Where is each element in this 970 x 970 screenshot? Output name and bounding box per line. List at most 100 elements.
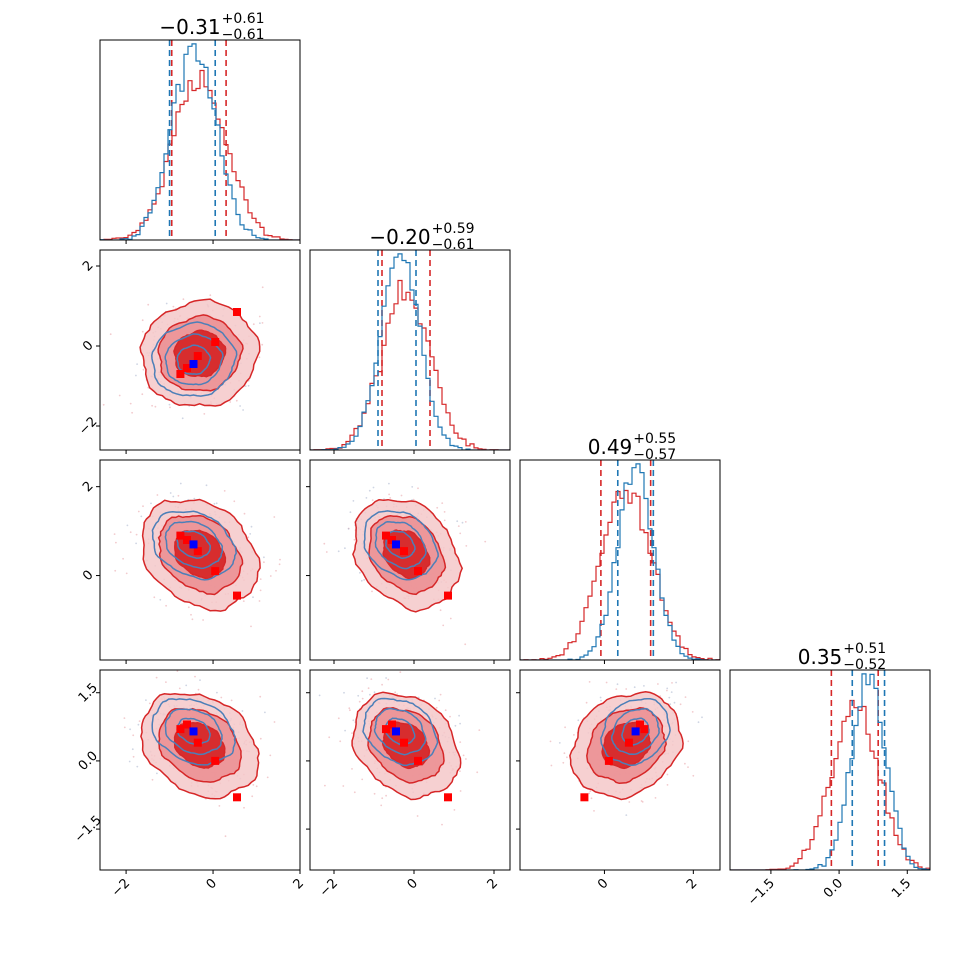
scatter-point — [459, 532, 462, 535]
scatter-point — [203, 413, 206, 415]
histogram-line-sample-A — [310, 279, 510, 450]
scatter-point — [135, 374, 137, 377]
scatter-point — [344, 729, 346, 732]
scatter-point — [273, 721, 276, 723]
scatter-point — [258, 600, 261, 602]
panel-frame — [309, 459, 511, 661]
panel-title-minus-0: −0.61 — [222, 27, 265, 43]
scatter-point — [323, 542, 326, 545]
scatter-point — [349, 511, 352, 514]
scatter-point — [215, 502, 218, 505]
scatter-point — [194, 675, 196, 678]
panel-title-2: 0.49 — [588, 435, 633, 459]
truth-marker-red — [176, 725, 185, 734]
scatter-point — [394, 691, 397, 694]
scatter-point — [351, 768, 353, 770]
scatter-point — [264, 711, 266, 714]
scatter-point — [444, 709, 447, 712]
scatter-point — [353, 791, 356, 794]
scatter-point — [589, 790, 592, 793]
scatter-point — [193, 497, 196, 500]
scatter-point — [363, 579, 365, 581]
scatter-point — [266, 776, 269, 779]
scatter-point — [337, 717, 340, 720]
panel-title-0: −0.31 — [159, 15, 220, 39]
scatter-point — [263, 561, 265, 564]
scatter-point — [132, 734, 135, 737]
scatter-point — [625, 688, 628, 690]
scatter-point — [566, 756, 568, 759]
scatter-point — [151, 404, 154, 407]
blue-contour-level-3 — [620, 717, 650, 746]
scatter-point — [209, 294, 212, 297]
scatter-point — [129, 531, 132, 534]
scatter-point — [141, 393, 144, 396]
scatter-point — [118, 394, 121, 397]
scatter-point — [258, 315, 261, 318]
scatter-point — [605, 681, 608, 684]
panel-frame — [99, 249, 301, 451]
scatter-point — [250, 525, 253, 528]
contour-panel-2-0 — [113, 482, 281, 628]
scatter-point — [462, 754, 465, 757]
scatter-point — [671, 682, 673, 684]
scatter-point — [562, 761, 565, 764]
blue-contour-level-3 — [176, 344, 212, 375]
scatter-point — [129, 728, 132, 731]
scatter-point — [156, 772, 158, 775]
scatter-point — [279, 558, 281, 561]
scatter-point — [668, 696, 671, 699]
histogram-line-sample-A — [100, 69, 300, 240]
panel-frame — [519, 459, 721, 661]
truth-marker-red — [183, 720, 191, 729]
scatter-point — [564, 726, 566, 729]
scatter-point — [697, 721, 700, 724]
scatter-point — [126, 524, 129, 527]
scatter-point — [115, 541, 117, 544]
blue-contour-level-2 — [164, 708, 223, 756]
scatter-point — [252, 784, 255, 786]
scatter-point — [588, 681, 591, 683]
scatter-point — [366, 677, 368, 680]
blue-contour-level-1 — [600, 697, 671, 766]
scatter-point — [137, 723, 140, 726]
scatter-point — [360, 579, 363, 582]
scatter-point — [439, 693, 442, 696]
truth-marker-red — [636, 720, 644, 729]
scatter-point — [216, 691, 218, 694]
truth-marker-red — [400, 547, 408, 556]
panel-title-plus-1: +0.59 — [432, 221, 475, 237]
scatter-point — [122, 557, 124, 560]
histogram-line-sample-A — [520, 489, 720, 660]
scatter-point — [182, 298, 185, 301]
scatter-point — [136, 363, 139, 365]
panel-title-1: −0.20 — [369, 225, 430, 249]
scatter-point — [443, 519, 446, 522]
scatter-point — [465, 758, 467, 760]
scatter-point — [443, 511, 446, 513]
scatter-point — [273, 516, 276, 518]
scatter-point — [252, 323, 255, 326]
scatter-point — [563, 752, 566, 755]
scatter-point — [179, 482, 182, 485]
truth-marker-red — [176, 531, 185, 540]
scatter-point — [388, 482, 390, 485]
truth-marker-blue — [392, 540, 400, 549]
scatter-point — [205, 484, 208, 487]
truth-marker-red — [624, 738, 633, 747]
scatter-point — [165, 604, 168, 607]
scatter-point — [213, 502, 216, 505]
scatter-point — [399, 671, 402, 673]
scatter-point — [349, 709, 351, 712]
scatter-point — [476, 771, 479, 774]
scatter-point — [417, 696, 420, 699]
scatter-point — [136, 765, 139, 768]
scatter-point — [125, 572, 128, 575]
scatter-point — [159, 598, 162, 601]
truth-marker-red — [414, 567, 422, 576]
scatter-point — [242, 600, 245, 602]
scatter-point — [261, 286, 264, 289]
scatter-point — [654, 797, 657, 799]
scatter-point — [147, 303, 150, 306]
